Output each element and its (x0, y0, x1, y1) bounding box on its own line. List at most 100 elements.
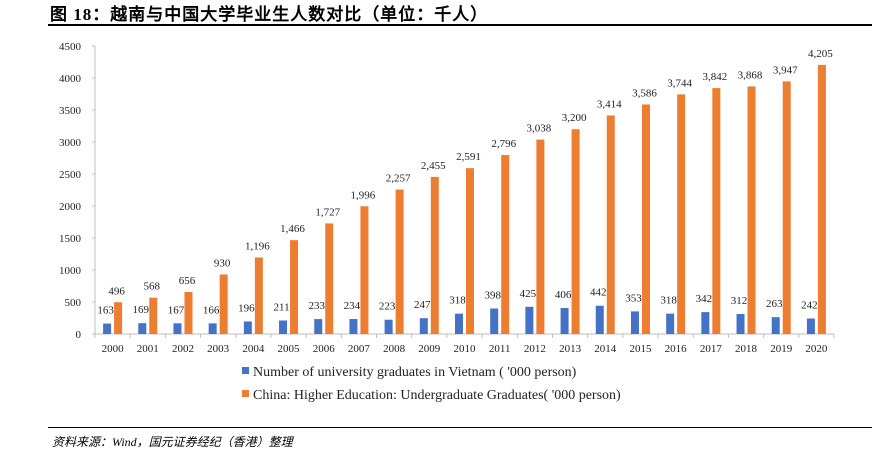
data-label-vietnam: 247 (414, 299, 431, 311)
data-label-vietnam: 169 (133, 304, 150, 316)
data-label-china: 930 (214, 257, 231, 269)
legend-swatch (242, 390, 249, 397)
data-label-vietnam: 223 (379, 301, 396, 313)
y-tick-label: 4000 (59, 73, 82, 85)
bar-vietnam (103, 323, 112, 334)
data-label-vietnam: 353 (625, 292, 642, 304)
data-label-vietnam: 196 (238, 302, 255, 314)
bar-china (395, 189, 404, 334)
data-label-china: 4,205 (808, 48, 833, 60)
data-label-vietnam: 442 (590, 287, 607, 299)
y-tick-label: 0 (76, 329, 82, 341)
x-tick-label: 2020 (805, 343, 828, 355)
bar-vietnam (560, 308, 569, 334)
data-label-china: 1,196 (245, 240, 270, 252)
bar-vietnam (666, 313, 675, 334)
data-labels-group: 163 169 167 166 196 211 233 234 223 247 318 398 425 4… (97, 48, 833, 317)
x-tick-label: 2005 (278, 343, 301, 355)
data-label-china: 568 (144, 281, 161, 293)
legend: Number of university graduates in Vietna… (242, 365, 621, 403)
data-label-vietnam: 211 (274, 301, 290, 313)
x-tick-label: 2000 (102, 343, 125, 355)
bar-china (641, 104, 650, 334)
x-tick-label: 2010 (454, 343, 477, 355)
data-label-china: 1,996 (351, 189, 376, 201)
bar-vietnam (208, 323, 217, 334)
x-tick-label: 2003 (207, 343, 230, 355)
bar-vietnam (314, 319, 323, 334)
y-axis: 0 500 1000 1500 2000 2500 3000 3500 4000 4500 (59, 41, 96, 341)
bar-vietnam (771, 317, 780, 334)
legend-label: Number of university graduates in Vietna… (253, 365, 577, 380)
x-tick-label: 2007 (348, 343, 371, 355)
bar-vietnam (349, 319, 358, 334)
x-axis: 2000 2001 2002 2003 2004 2005 2006 2007 2008 2009… (94, 333, 835, 355)
bar-china (325, 223, 334, 334)
title-divider (48, 24, 872, 26)
bar-vietnam (630, 311, 639, 334)
data-label-vietnam: 234 (344, 300, 361, 312)
bar-china (501, 155, 510, 334)
bar-chart: 0 500 1000 1500 2000 2500 3000 3500 4000 4500 200… (59, 41, 835, 403)
data-label-china: 656 (179, 275, 196, 287)
bar-china (114, 302, 123, 334)
bars-group (103, 64, 826, 334)
source-note: 资料来源：Wind，国元证券经纪（香港）整理 (52, 435, 293, 449)
data-label-china: 1,727 (315, 206, 340, 218)
x-tick-label: 2011 (489, 343, 511, 355)
data-label-china: 3,200 (562, 112, 587, 124)
data-label-china: 3,586 (632, 87, 657, 99)
data-label-china: 3,842 (702, 71, 727, 83)
data-label-vietnam: 163 (97, 305, 114, 317)
bar-china (712, 88, 721, 334)
bar-china (677, 94, 686, 334)
y-tick-label: 2000 (59, 201, 82, 213)
data-label-china: 3,038 (527, 123, 552, 135)
data-label-vietnam: 166 (203, 304, 220, 316)
data-label-vietnam: 425 (520, 288, 537, 300)
data-label-vietnam: 406 (555, 289, 572, 301)
y-tick-label: 3000 (59, 137, 82, 149)
bar-vietnam (173, 323, 182, 334)
x-tick-label: 2016 (665, 343, 688, 355)
y-tick-label: 2500 (59, 169, 82, 181)
x-tick-label: 2013 (559, 343, 582, 355)
bar-vietnam (279, 320, 288, 334)
data-label-china: 3,947 (773, 64, 798, 76)
source-divider (48, 427, 872, 428)
x-tick-label: 2015 (629, 343, 652, 355)
bar-vietnam (455, 313, 463, 334)
y-tick-label: 4500 (59, 41, 82, 53)
x-tick-label: 2001 (137, 343, 159, 355)
x-tick-label: 2014 (594, 343, 617, 355)
legend-swatch (242, 367, 249, 374)
bar-vietnam (419, 318, 428, 334)
bar-china (430, 176, 439, 334)
bar-vietnam (701, 312, 710, 334)
data-label-china: 2,591 (456, 151, 481, 163)
bar-vietnam (525, 306, 534, 334)
legend-label: China: Higher Education: Undergraduate G… (253, 388, 621, 403)
data-label-vietnam: 312 (731, 295, 748, 307)
data-label-china: 1,466 (280, 223, 305, 235)
data-label-vietnam: 233 (308, 300, 325, 312)
bar-vietnam (806, 318, 815, 334)
data-label-china: 496 (108, 285, 125, 297)
bar-china (817, 64, 826, 334)
bar-china (360, 206, 369, 334)
data-label-china: 3,868 (738, 69, 763, 81)
data-label-vietnam: 318 (449, 295, 466, 307)
x-tick-label: 2004 (242, 343, 265, 355)
bar-china (466, 168, 474, 334)
x-tick-label: 2018 (735, 343, 758, 355)
bar-china (254, 257, 263, 334)
data-label-china: 2,796 (491, 138, 516, 150)
y-tick-label: 1000 (59, 265, 82, 277)
bar-china (290, 240, 299, 334)
x-tick-label: 2017 (700, 343, 723, 355)
bar-china (149, 297, 158, 334)
bar-vietnam (736, 314, 745, 334)
bar-china (606, 115, 615, 334)
x-tick-label: 2019 (770, 343, 793, 355)
bar-vietnam (138, 323, 147, 334)
